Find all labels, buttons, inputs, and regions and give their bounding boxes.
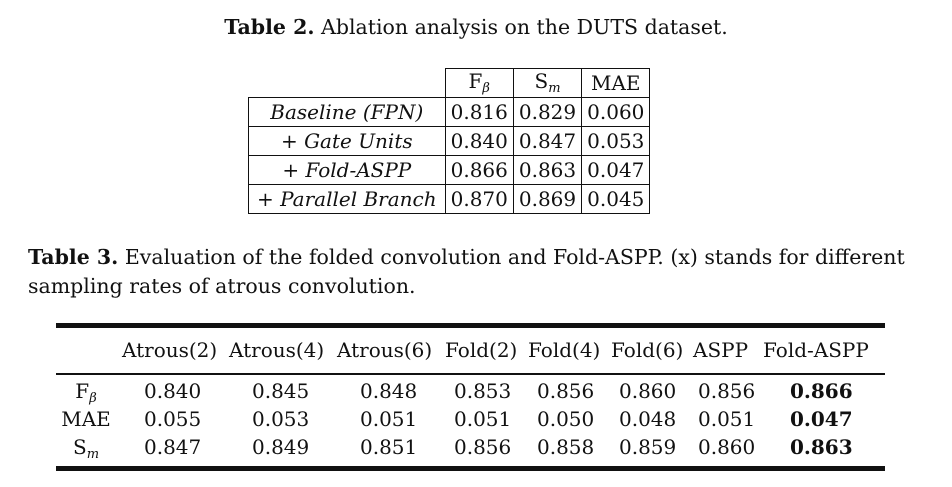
table3-cell: 0.845 <box>252 379 310 403</box>
table2-row-label: Baseline (FPN) <box>248 97 446 127</box>
table3-caption-label: Table 3. <box>28 245 119 269</box>
table3-row-label: Fβ <box>75 379 97 406</box>
table3-best-cell: 0.866 <box>790 379 853 403</box>
table-row: MAE 0.055 0.053 0.051 0.051 0.050 0.048 … <box>56 405 885 433</box>
table3-cell: 0.847 <box>144 435 202 459</box>
table3-cell: 0.053 <box>252 407 310 431</box>
table3-cell: 0.840 <box>144 379 202 403</box>
table3-col-header: Fold(4) <box>528 338 601 362</box>
table2-cell: 0.047 <box>581 155 651 185</box>
table2-cell: 0.870 <box>444 184 514 214</box>
table2: Fβ Sm MAE Baseline (FPN) 0.816 0.829 0.0… <box>248 68 651 214</box>
table3-cell: 0.856 <box>454 435 512 459</box>
table3-mid-rule <box>56 373 885 375</box>
table3-cell: 0.853 <box>454 379 512 403</box>
table3-cell: 0.048 <box>619 407 677 431</box>
table3-bottom-rule <box>56 466 885 471</box>
table2-col-fbeta: Fβ <box>444 68 514 98</box>
table2-caption: Table 2. Ablation analysis on the DUTS d… <box>0 15 952 39</box>
table3-cell: 0.851 <box>360 435 418 459</box>
table3-col-header: Atrous(6) <box>337 338 433 362</box>
table-row: Fβ 0.840 0.845 0.848 0.853 0.856 0.860 0… <box>56 377 885 406</box>
table2-cell: 0.847 <box>512 126 583 156</box>
table2-col-sm: Sm <box>512 68 583 98</box>
table2-cell: 0.840 <box>444 126 514 156</box>
table3-col-header: Fold-ASPP <box>763 338 869 362</box>
table3-col-header: Fold(6) <box>611 338 684 362</box>
table3-col-header: Atrous(2) <box>122 338 218 362</box>
table3-row-label: Sm <box>72 435 100 462</box>
table3-caption-text: Evaluation of the folded convolution and… <box>28 245 905 298</box>
table3-cell: 0.849 <box>252 435 310 459</box>
table3-col-header: Atrous(4) <box>229 338 325 362</box>
table3-cell: 0.860 <box>619 379 677 403</box>
table3-cell: 0.858 <box>537 435 595 459</box>
table3-col-header: Fold(2) <box>445 338 518 362</box>
table3-cell: 0.860 <box>698 435 756 459</box>
table2-caption-text: Ablation analysis on the DUTS dataset. <box>321 15 728 39</box>
table3-cell: 0.859 <box>619 435 677 459</box>
table3-cell: 0.856 <box>698 379 756 403</box>
table2-cell: 0.816 <box>444 97 514 127</box>
table2-cell: 0.060 <box>581 97 651 127</box>
table3-col-header: ASPP <box>693 338 749 362</box>
table3-cell: 0.051 <box>360 407 418 431</box>
table-row: + Parallel Branch 0.870 0.869 0.045 <box>248 184 651 214</box>
table2-cell: 0.866 <box>444 155 514 185</box>
table3-best-cell: 0.863 <box>790 435 853 459</box>
table2-row-label: + Parallel Branch <box>248 184 446 214</box>
table-row: Baseline (FPN) 0.816 0.829 0.060 <box>248 97 651 127</box>
table3-cell: 0.050 <box>537 407 595 431</box>
table-row: + Gate Units 0.840 0.847 0.053 <box>248 126 651 156</box>
table2-cell: 0.869 <box>512 184 583 214</box>
table3-caption: Table 3. Evaluation of the folded convol… <box>28 243 928 301</box>
table2-cell: 0.045 <box>581 184 651 214</box>
table3-best-cell: 0.047 <box>790 407 853 431</box>
table3-row-label: MAE <box>61 407 111 431</box>
table2-row-label: + Fold-ASPP <box>248 155 446 185</box>
table2-cell: 0.053 <box>581 126 651 156</box>
table2-cell: 0.829 <box>512 97 583 127</box>
table3-cell: 0.051 <box>454 407 512 431</box>
table3-header-row: Atrous(2) Atrous(4) Atrous(6) Fold(2) Fo… <box>56 336 885 364</box>
table-row: + Fold-ASPP 0.866 0.863 0.047 <box>248 155 651 185</box>
table2-header-row: Fβ Sm MAE <box>248 68 651 98</box>
table2-cell: 0.863 <box>512 155 583 185</box>
table-row: Sm 0.847 0.849 0.851 0.856 0.858 0.859 0… <box>56 433 885 462</box>
table3-cell: 0.848 <box>360 379 418 403</box>
table3-top-rule <box>56 323 885 328</box>
table3-cell: 0.051 <box>698 407 756 431</box>
table2-caption-label: Table 2. <box>224 15 315 39</box>
table3-cell: 0.055 <box>144 407 202 431</box>
table2-corner-cell <box>248 68 446 98</box>
table3-cell: 0.856 <box>537 379 595 403</box>
table2-row-label: + Gate Units <box>248 126 446 156</box>
table2-col-mae: MAE <box>581 68 651 98</box>
